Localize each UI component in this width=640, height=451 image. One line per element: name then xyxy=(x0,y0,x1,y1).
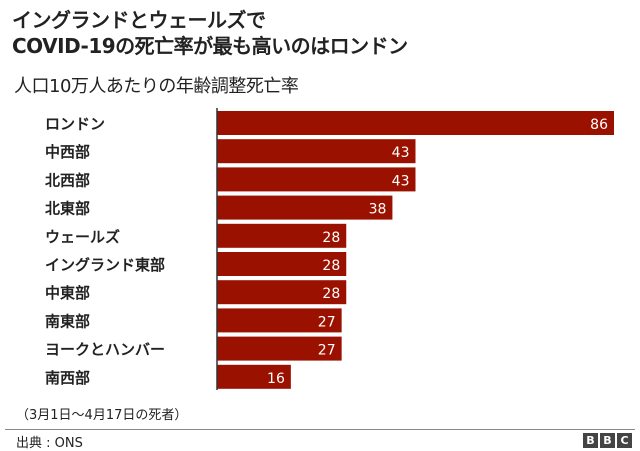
data-label: 43 xyxy=(392,173,410,189)
bar xyxy=(217,139,416,164)
bar xyxy=(217,336,342,361)
data-label: 28 xyxy=(322,258,340,274)
bar xyxy=(217,308,342,333)
data-label: 27 xyxy=(318,314,336,330)
data-label: 28 xyxy=(322,286,340,302)
data-label: 43 xyxy=(392,145,410,161)
category-label: 北西部 xyxy=(45,171,90,189)
chart-note: （3月1日～4月17日の死者） xyxy=(16,408,188,423)
chart-title-line2: COVID-19の死亡率が最も高いのはロンドン xyxy=(12,34,408,58)
data-label: 27 xyxy=(318,343,336,359)
category-label: 中東部 xyxy=(45,284,90,302)
category-label: ロンドン xyxy=(45,115,105,133)
data-label: 16 xyxy=(267,371,285,387)
bar xyxy=(217,195,393,220)
divider xyxy=(5,429,635,430)
category-label: 南西部 xyxy=(45,369,90,387)
bar xyxy=(217,252,347,276)
category-label: 南東部 xyxy=(45,312,90,330)
chart-title-line1: イングランドとウェールズで xyxy=(12,8,266,32)
category-label: 中西部 xyxy=(45,143,90,161)
category-label: 北東部 xyxy=(45,200,90,218)
data-label: 86 xyxy=(590,117,608,133)
chart-subtitle: 人口10万人あたりの年齢調整死亡率 xyxy=(14,76,299,97)
category-label: イングランド東部 xyxy=(45,256,165,274)
bar xyxy=(217,223,347,248)
category-label: ヨークとハンバー xyxy=(45,341,165,359)
bar xyxy=(217,167,416,192)
bar xyxy=(217,280,347,305)
category-label: ウェールズ xyxy=(45,228,120,246)
source-text: 出典 : ONS xyxy=(16,436,83,451)
data-label: 28 xyxy=(322,230,340,246)
bar xyxy=(217,111,614,135)
bar xyxy=(217,364,291,389)
data-label: 38 xyxy=(369,202,387,218)
